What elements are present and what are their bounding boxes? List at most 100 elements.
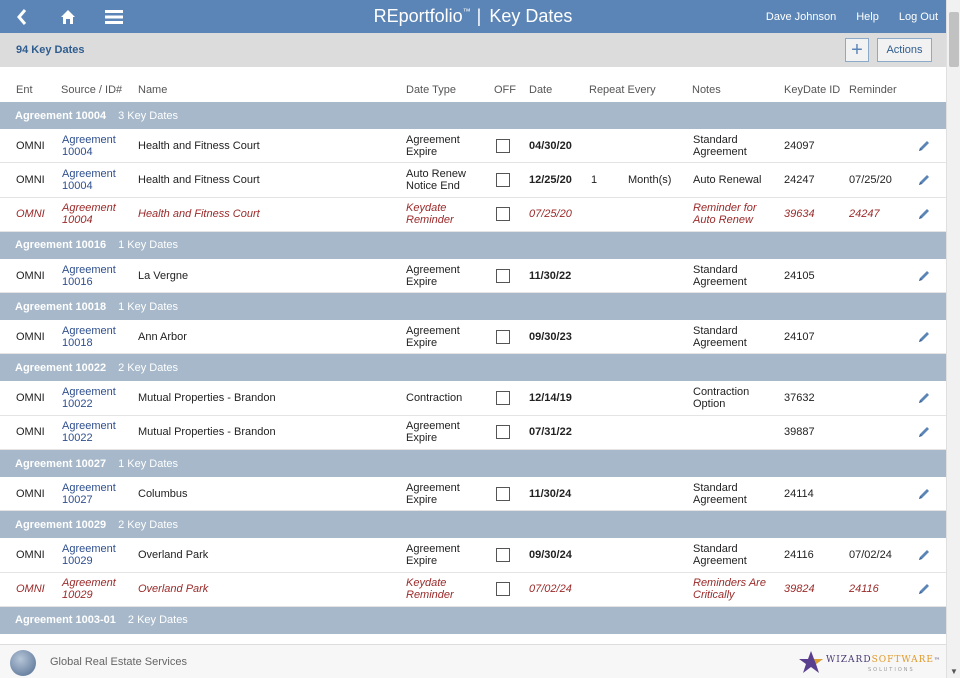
col-reminder[interactable]: Reminder <box>849 84 897 96</box>
col-date[interactable]: Date <box>529 84 553 96</box>
cell-date-type-line1: Agreement <box>406 324 460 337</box>
cell-source-lines: Agreement 10022 <box>62 386 116 410</box>
top-bar: REportfolio ™ | Key Dates Dave Johnson He… <box>0 0 946 33</box>
group-header[interactable]: Agreement 1003-01 2 Key Dates <box>0 606 946 634</box>
cell-date-type-line1: Keydate <box>406 202 447 215</box>
cell-ent: OMNI <box>16 208 45 221</box>
group-header[interactable]: Agreement 10029 2 Key Dates <box>0 511 946 539</box>
col-source[interactable]: Source / ID# <box>61 84 123 96</box>
trademark: ™ <box>462 7 471 16</box>
group-header[interactable]: Agreement 10016 1 Key Dates <box>0 231 946 259</box>
scroll-down-arrow-icon[interactable]: ▼ <box>950 666 958 676</box>
off-checkbox[interactable] <box>496 268 510 283</box>
cell-ent: OMNI <box>16 549 45 562</box>
pencil-icon[interactable] <box>917 381 931 414</box>
cell-name: Mutual Properties - Brandon <box>138 392 276 405</box>
group-header[interactable]: Agreement 10018 1 Key Dates <box>0 293 946 321</box>
cell-date-type-lines: Keydate Reminder <box>406 202 454 226</box>
pencil-icon[interactable] <box>917 198 931 231</box>
cell-reminder: 24247 <box>849 208 880 221</box>
table-row[interactable]: OMNI Agreement 10004 Health and Fitness Cou… <box>0 129 946 164</box>
pencil-icon[interactable] <box>917 320 931 353</box>
cell-source-line1: Agreement <box>62 386 116 399</box>
col-keydate-id[interactable]: KeyDate ID <box>784 84 841 96</box>
group-title: Agreement 10018 <box>15 300 107 313</box>
cell-source-line2: 10027 <box>62 493 93 506</box>
cell-source-lines: Agreement 10004 <box>62 202 116 226</box>
cell-date-type-line2: Expire <box>406 555 438 568</box>
cell-repeat-count: 1 <box>591 173 598 186</box>
table-row[interactable]: OMNI Agreement 10018 Ann Arbor Agreement Expi… <box>0 320 946 355</box>
cell-source-line1: Agreement <box>62 202 116 215</box>
group-title: Agreement 10029 <box>15 518 107 531</box>
table-row[interactable]: OMNI Agreement 10027 Columbus Agreement Expir… <box>0 477 946 512</box>
cell-ent: OMNI <box>16 330 45 343</box>
table-row[interactable]: OMNI Agreement 10029 Overland Park Keydate Re… <box>0 572 946 607</box>
off-checkbox[interactable] <box>496 329 510 344</box>
scroll-thumb[interactable] <box>949 12 959 67</box>
pencil-icon[interactable] <box>917 477 931 510</box>
cell-notes: Reminders Are Critically <box>693 573 766 606</box>
table-row[interactable]: OMNI Agreement 10022 Mutual Properties - Br… <box>0 415 946 451</box>
col-notes[interactable]: Notes <box>692 84 721 96</box>
off-checkbox[interactable] <box>496 172 510 187</box>
pencil-icon[interactable] <box>917 129 931 162</box>
pencil-icon[interactable] <box>917 573 931 606</box>
cell-source: Agreement 10027 <box>62 477 116 510</box>
pencil-icon[interactable] <box>917 259 931 292</box>
off-checkbox[interactable] <box>496 582 510 597</box>
group-header[interactable]: Agreement 10027 1 Key Dates <box>0 450 946 478</box>
cell-source: Agreement 10004 <box>62 163 116 196</box>
pencil-icon[interactable] <box>917 416 931 449</box>
group-count: 2 Key Dates <box>127 614 188 627</box>
off-checkbox[interactable] <box>496 548 510 563</box>
cell-date-type-line2: Expire <box>406 336 438 349</box>
cell-notes-line2: Option <box>693 398 726 411</box>
cell-source-line2: 10004 <box>62 179 93 192</box>
table-row[interactable]: OMNI Agreement 10029 Overland Park Agreement… <box>0 538 946 573</box>
col-off[interactable]: OFF <box>494 84 516 96</box>
col-repeat[interactable]: Repeat Every <box>589 84 656 96</box>
pencil-icon[interactable] <box>917 634 931 644</box>
home-icon[interactable] <box>56 0 80 33</box>
pencil-icon[interactable] <box>917 163 931 196</box>
cell-notes-lines: Standard Agreement <box>693 264 747 288</box>
cell-date-type: Agreement Expire <box>406 416 460 449</box>
off-checkbox[interactable] <box>496 425 510 440</box>
cell-date-type-lines: Agreement Expire <box>406 543 460 567</box>
cell-date: 07/31/22 <box>529 426 572 439</box>
off-checkbox[interactable] <box>496 486 510 501</box>
vertical-scrollbar[interactable]: ▼ <box>946 0 960 678</box>
table-row[interactable]: Agreement Agreement Standard <box>0 633 946 644</box>
pencil-icon[interactable] <box>917 538 931 571</box>
off-checkbox[interactable] <box>496 138 510 153</box>
add-key-date-button[interactable]: + <box>845 38 869 62</box>
table-row[interactable]: OMNI Agreement 10004 Health and Fitness Cou… <box>0 197 946 232</box>
table-row[interactable]: OMNI Agreement 10004 Health and Fitness Cou… <box>0 163 946 198</box>
logout-link[interactable]: Log Out <box>898 10 938 23</box>
help-link[interactable]: Help <box>856 10 879 23</box>
group-header[interactable]: Agreement 10022 2 Key Dates <box>0 354 946 382</box>
col-date-type[interactable]: Date Type <box>406 84 456 96</box>
star-icon <box>799 651 823 673</box>
cell-source-line2: 10022 <box>62 432 93 445</box>
table-row[interactable]: OMNI Agreement 10022 Mutual Properties - Br… <box>0 381 946 416</box>
cell-date-type-line1: Auto Renew <box>406 167 466 180</box>
group-header[interactable]: Agreement 10004 3 Key Dates <box>0 102 946 129</box>
off-checkbox[interactable] <box>496 391 510 406</box>
table-row[interactable]: OMNI Agreement 10016 La Vergne Agreement Expi… <box>0 258 946 294</box>
cell-date: 09/30/24 <box>529 549 572 562</box>
back-icon[interactable] <box>10 0 34 33</box>
user-name-link[interactable]: Dave Johnson <box>765 10 837 23</box>
cell-ent: OMNI <box>16 583 45 596</box>
cell-name: Mutual Properties - Brandon <box>138 426 276 439</box>
list-toolbar: 94 Key Dates + Actions <box>0 33 946 67</box>
cell-date-type-line1: Agreement <box>406 263 460 276</box>
off-checkbox[interactable] <box>496 207 510 222</box>
col-ent[interactable]: Ent <box>16 84 33 96</box>
hamburger-menu-icon[interactable] <box>102 0 126 33</box>
col-name[interactable]: Name <box>138 84 168 96</box>
cell-date-type-line1: Agreement <box>406 543 460 556</box>
cell-source-lines: Agreement 10022 <box>62 420 116 444</box>
actions-button[interactable]: Actions <box>877 38 932 62</box>
